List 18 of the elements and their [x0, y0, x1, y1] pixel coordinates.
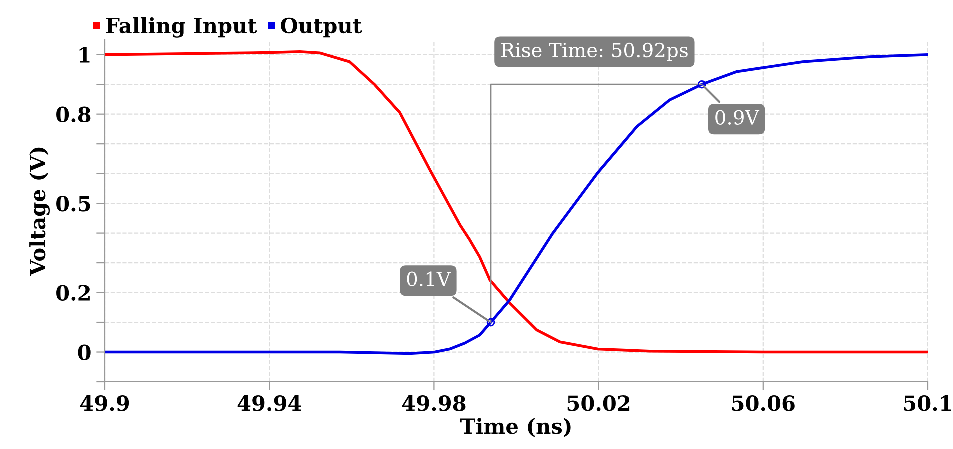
y-tick-label: 0.5	[56, 196, 90, 212]
y-tick-label: 0.2	[56, 285, 90, 301]
x-axis-title: Time (ns)	[460, 418, 571, 438]
annotation: 0.9V	[716, 110, 760, 125]
y-tick-label: 1	[80, 47, 90, 63]
x-tick-label: 50.06	[732, 396, 795, 412]
x-tick-label: 49.9	[80, 396, 130, 412]
annotation: 0.1V	[407, 272, 452, 286]
x-tick-label: 49.94	[238, 396, 302, 412]
x-tick-label: 49.98	[402, 396, 466, 412]
x-tick-label: 50.1	[904, 396, 952, 412]
y-tick-label: 0	[78, 344, 91, 360]
annotation: Rise Time: 50.92ps	[502, 42, 688, 62]
legend-label: Output	[281, 18, 362, 38]
x-tick-label: 50.02	[568, 396, 630, 412]
legend-label: Falling Input	[106, 17, 258, 38]
y-tick-label: 0.8	[56, 106, 91, 123]
y-axis-title: Voltage (V)	[30, 148, 50, 276]
